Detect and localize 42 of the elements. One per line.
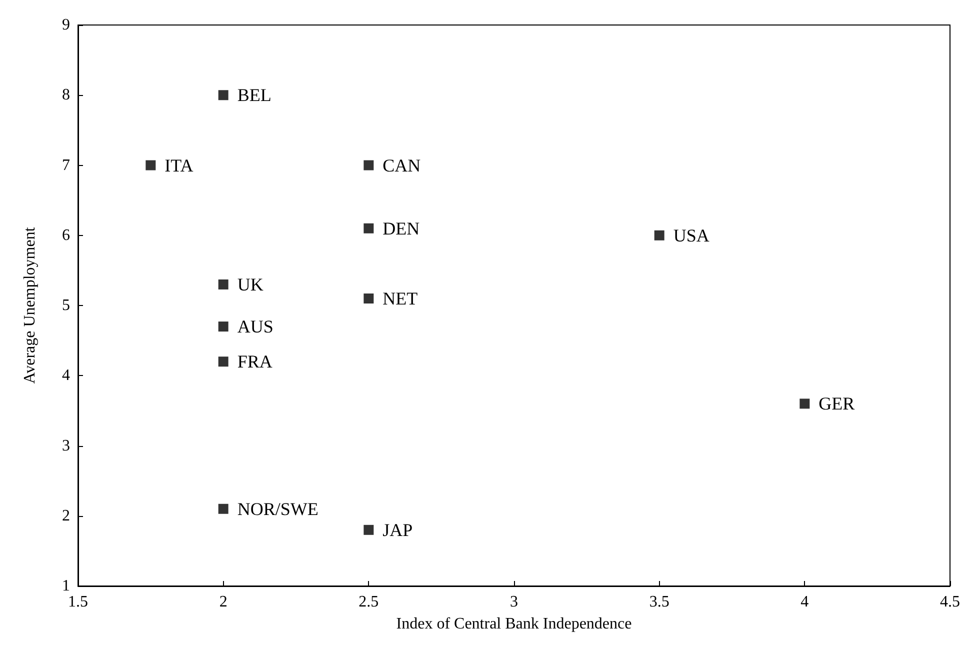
y-tick-label: 6 — [62, 226, 70, 244]
annotation: AUS — [237, 316, 274, 337]
x-tick-label: 4.5 — [940, 594, 960, 610]
x-axis-title: Index of Central Bank Independence — [396, 616, 632, 632]
y-tick-label: 9 — [62, 16, 70, 34]
annotation: UK — [237, 274, 264, 294]
annotation: GER — [818, 394, 855, 414]
annotation: ITA — [164, 155, 194, 176]
x-tick-label: 3 — [510, 594, 518, 610]
y-tick-label: 7 — [62, 156, 70, 174]
point — [218, 279, 228, 290]
point — [364, 293, 374, 304]
point — [364, 524, 374, 535]
y-tick-label: 3 — [62, 437, 70, 454]
x-tick-label: 1.5 — [68, 594, 88, 610]
point — [218, 504, 228, 514]
y-tick-label: 2 — [62, 507, 70, 524]
point — [364, 160, 374, 170]
x-tick-label: 2.5 — [358, 594, 379, 610]
y-axis-title: Average Unemployment — [22, 226, 38, 384]
annotation: BEL — [237, 85, 272, 106]
annotation: DEN — [382, 218, 420, 238]
point — [218, 356, 228, 367]
y-tick-label: 8 — [62, 86, 70, 104]
point — [218, 90, 228, 100]
y-tick-label: 5 — [62, 297, 70, 314]
y-tick-label: 4 — [62, 367, 70, 384]
annotation: NOR/SWE — [237, 498, 318, 519]
point — [218, 322, 228, 332]
annotation: USA — [673, 225, 710, 246]
point — [146, 160, 156, 170]
point — [654, 230, 664, 240]
x-tick-label: 2 — [219, 594, 228, 610]
point — [800, 398, 810, 409]
x-tick-label: 4 — [800, 594, 809, 610]
y-tick-label: 1 — [62, 578, 70, 594]
annotation: CAN — [382, 155, 421, 176]
point — [364, 223, 374, 234]
x-tick-label: 3.5 — [649, 594, 670, 610]
annotation: JAP — [382, 520, 413, 540]
annotation: NET — [382, 288, 418, 308]
annotation: FRA — [237, 352, 272, 372]
